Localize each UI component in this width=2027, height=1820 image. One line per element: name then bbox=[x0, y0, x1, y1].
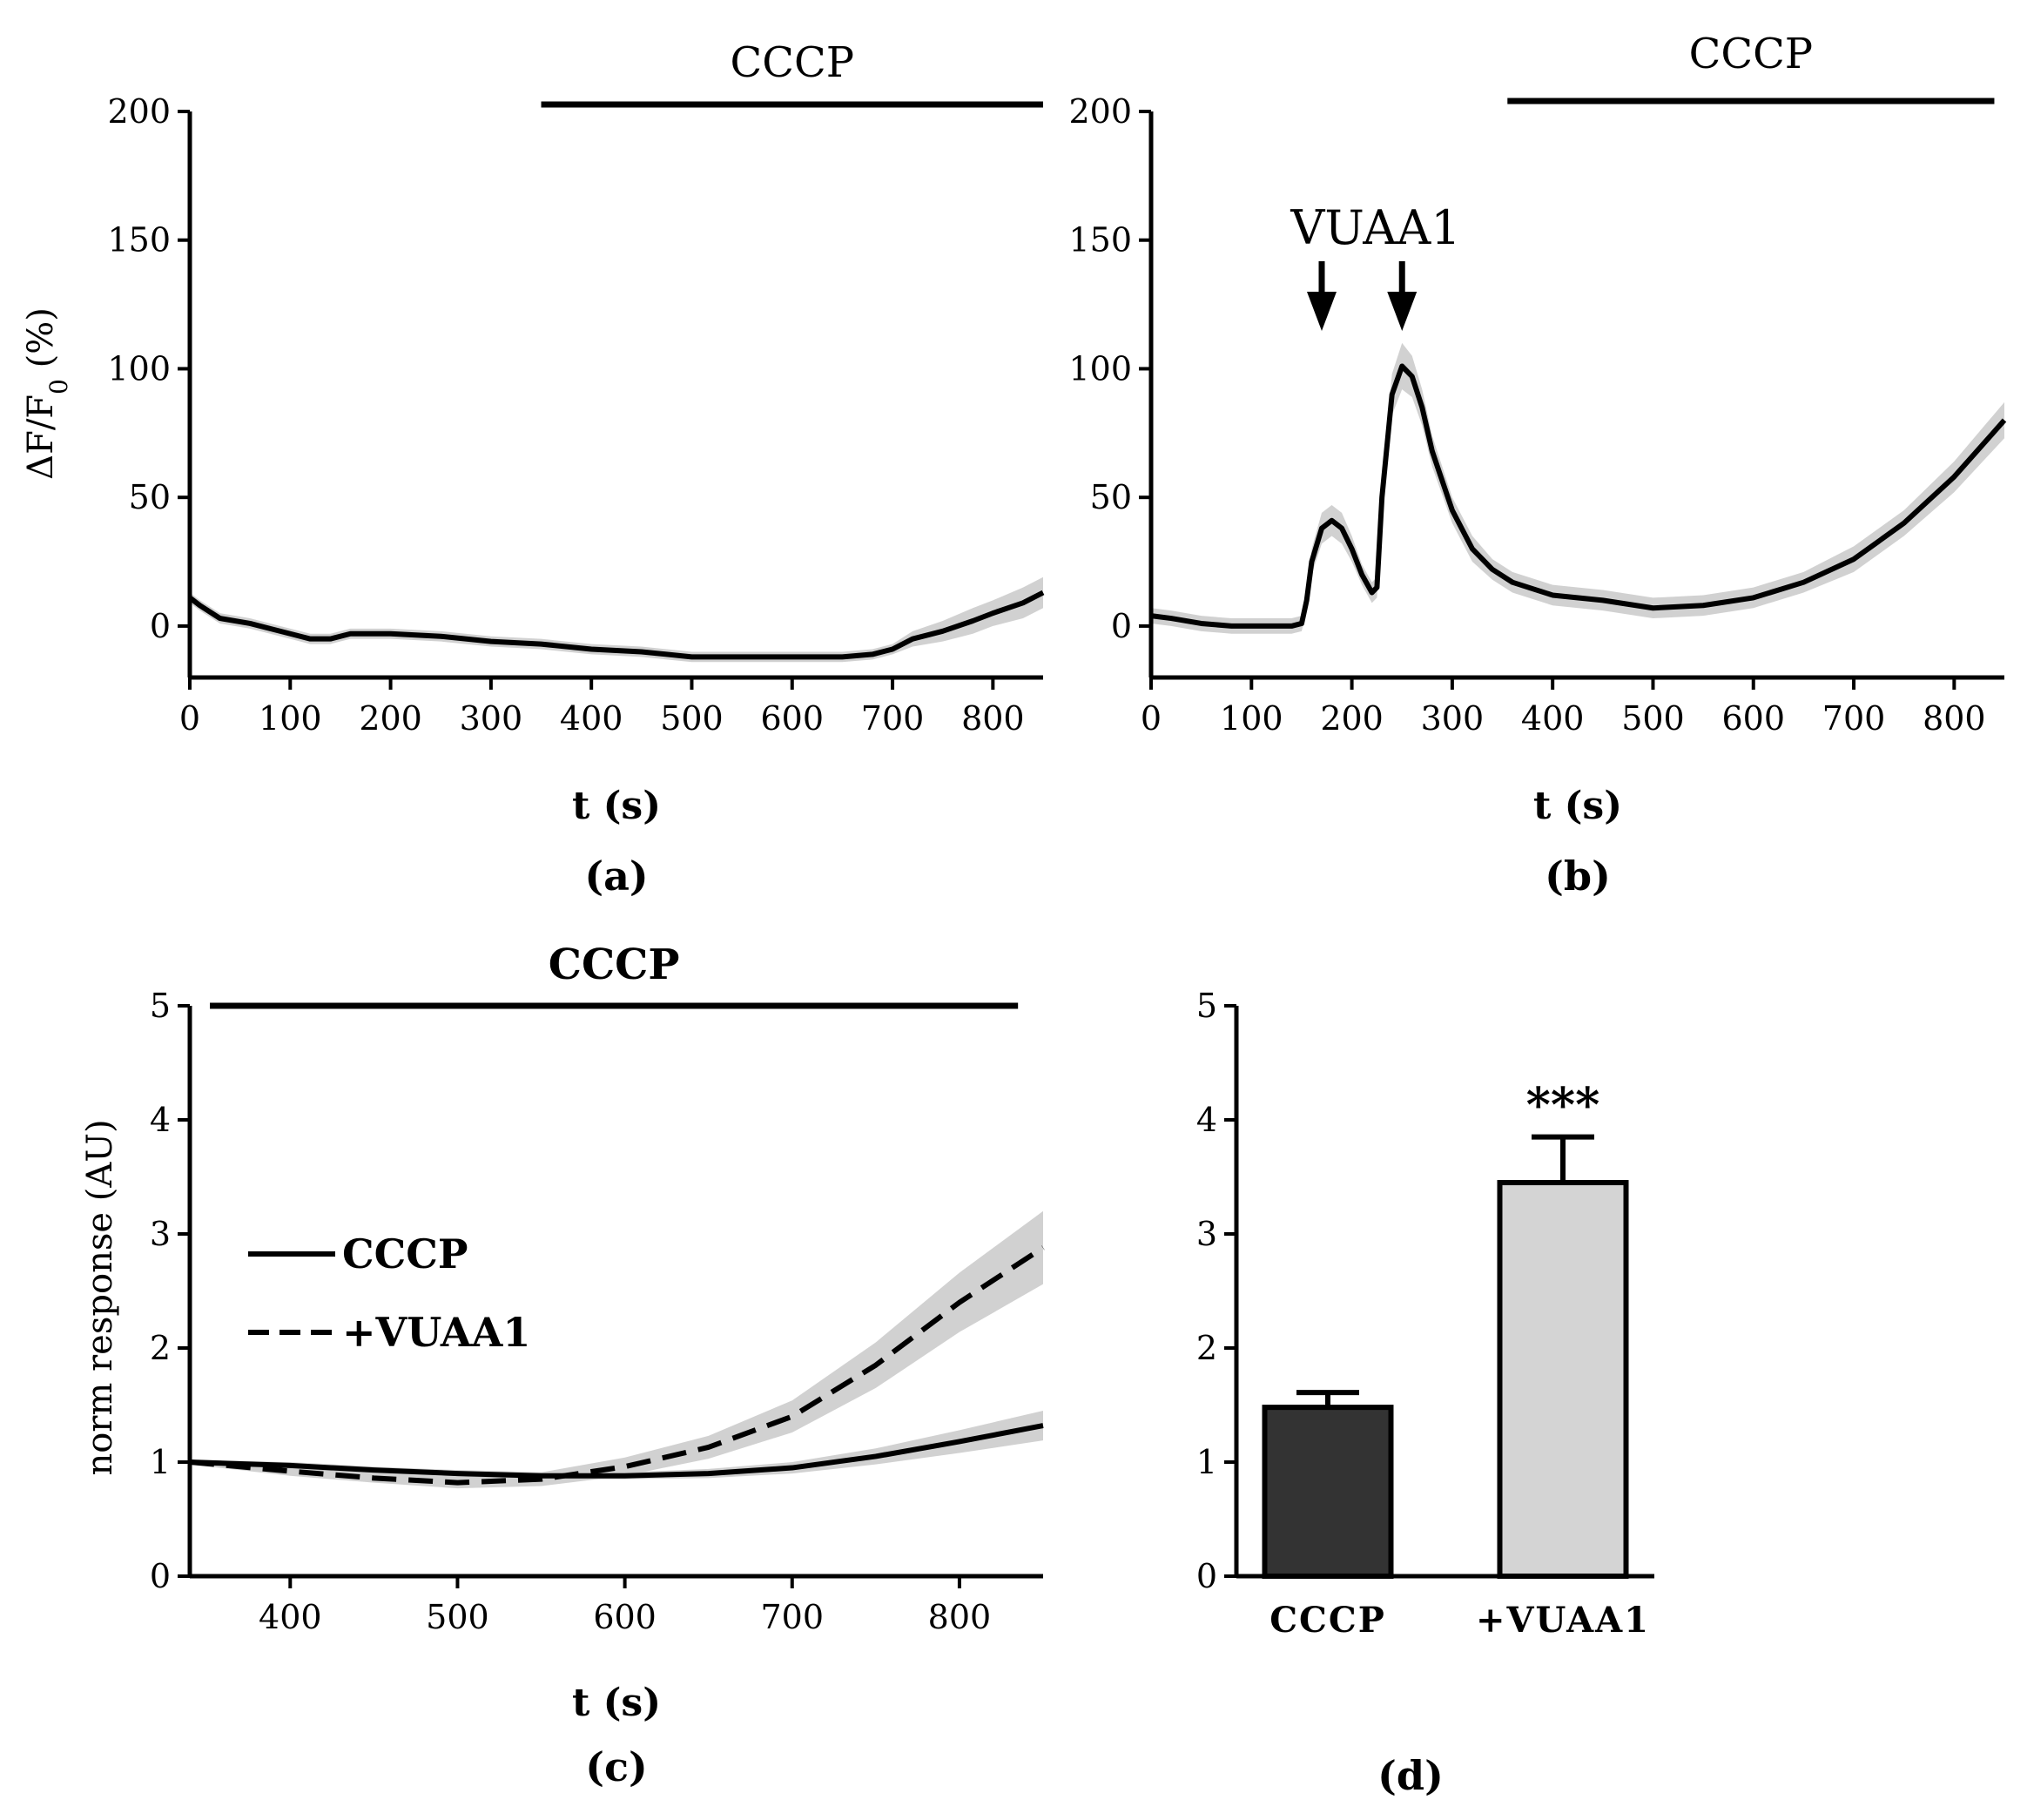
x-tick-label: 800 bbox=[961, 699, 1025, 738]
panel-a: 0 100 200 300 400 500 600 700 800 0 50 100 150 200 C… bbox=[21, 38, 1045, 900]
panel-c-x-ticks: 400 500 600 700 800 bbox=[259, 1576, 991, 1636]
y-tick-label: 1 bbox=[1196, 1443, 1217, 1481]
panel-d-significance: *** bbox=[1526, 1077, 1600, 1133]
y-tick-label: 3 bbox=[150, 1215, 171, 1253]
vuaa1-arrow-head bbox=[1307, 292, 1337, 331]
y-tick-label: 50 bbox=[1090, 478, 1132, 516]
y-tick-label: 150 bbox=[1068, 221, 1132, 260]
panel-c-legend: CCCP +VUAA1 bbox=[248, 1230, 530, 1356]
y-tick-label: 50 bbox=[129, 478, 171, 516]
bar-0 bbox=[1262, 1405, 1394, 1579]
panel-b-cccp-label: CCCP bbox=[1689, 30, 1813, 78]
panel-c-y-ticks: 0 1 2 3 4 5 bbox=[150, 987, 190, 1595]
y-tick-label: 0 bbox=[1111, 607, 1132, 645]
panel-b-error-bands bbox=[1151, 342, 2004, 634]
x-tick-label: 700 bbox=[861, 699, 925, 738]
panel-c-cccp-label: CCCP bbox=[549, 940, 680, 989]
panel-b-x-title: t (s) bbox=[1533, 784, 1622, 828]
y-tick-label: 150 bbox=[107, 221, 171, 260]
panel-b-x-ticks: 0 100 200 300 400 500 600 700 800 bbox=[1141, 677, 1986, 738]
panel-a-series-0 bbox=[188, 590, 1045, 660]
panel-b-lines bbox=[1150, 363, 2007, 629]
panel-d-category-vuaa1: +VUAA1 bbox=[1476, 1600, 1650, 1641]
panel-a-lines bbox=[188, 590, 1045, 660]
panel-d-category-cccp: CCCP bbox=[1269, 1600, 1386, 1641]
panel-a-x-title: t (s) bbox=[572, 784, 661, 828]
y-tick-label: 100 bbox=[1068, 349, 1132, 388]
vuaa1-arrow-head bbox=[1387, 292, 1418, 331]
panel-c-band-1 bbox=[190, 1210, 1043, 1489]
panel-a-x-ticks: 0 100 200 300 400 500 600 700 800 bbox=[179, 677, 1025, 738]
x-tick-label: 700 bbox=[1822, 699, 1886, 738]
y-tick-label: 0 bbox=[150, 1557, 171, 1595]
y-tick-label: 1 bbox=[150, 1443, 171, 1481]
x-tick-label: 300 bbox=[1421, 699, 1485, 738]
x-tick-label: 500 bbox=[1621, 699, 1685, 738]
panel-b-series-0 bbox=[1150, 363, 2007, 629]
x-tick-label: 200 bbox=[359, 699, 422, 738]
panel-a-y-title: ΔF/F0 (%) bbox=[21, 307, 73, 480]
panel-c-label: (c) bbox=[585, 1743, 648, 1790]
panel-b-band-0 bbox=[1151, 342, 2004, 634]
y-tick-label: 200 bbox=[1068, 92, 1132, 131]
y-tick-label: 2 bbox=[1196, 1329, 1217, 1367]
y-tick-label: 5 bbox=[150, 987, 171, 1025]
panel-a-cccp-label: CCCP bbox=[731, 38, 854, 87]
y-tick-label: 2 bbox=[150, 1329, 171, 1367]
x-tick-label: 100 bbox=[259, 699, 322, 738]
x-tick-label: 400 bbox=[1521, 699, 1585, 738]
x-tick-label: 100 bbox=[1220, 699, 1283, 738]
y-tick-label: 4 bbox=[1196, 1101, 1217, 1139]
panel-d-y-ticks: 0 1 2 3 4 5 bbox=[1196, 987, 1236, 1595]
x-tick-label: 500 bbox=[660, 699, 724, 738]
x-tick-label: 600 bbox=[593, 1598, 657, 1636]
legend-cccp-label: CCCP bbox=[342, 1230, 468, 1277]
panel-d-label: (d) bbox=[1377, 1752, 1444, 1799]
panel-b-label: (b) bbox=[1545, 853, 1611, 900]
x-tick-label: 800 bbox=[1923, 699, 1986, 738]
panel-b-vuaa1-label: VUAA1 bbox=[1290, 200, 1460, 255]
panel-a-y-ticks: 0 50 100 150 200 bbox=[107, 92, 190, 645]
panel-d-bars bbox=[1262, 1134, 1629, 1580]
panel-c-series-0 bbox=[189, 1423, 1044, 1479]
legend-vuaa1-label: +VUAA1 bbox=[342, 1309, 530, 1356]
y-tick-label: 100 bbox=[107, 349, 171, 388]
panel-c-lines bbox=[189, 1245, 1045, 1486]
x-tick-label: 300 bbox=[460, 699, 523, 738]
y-tick-label: 3 bbox=[1196, 1215, 1217, 1253]
x-tick-label: 0 bbox=[179, 699, 200, 738]
x-tick-label: 800 bbox=[928, 1598, 992, 1636]
panel-c-y-title: norm response (AU) bbox=[80, 1119, 120, 1475]
x-tick-label: 0 bbox=[1141, 699, 1162, 738]
x-tick-label: 500 bbox=[426, 1598, 489, 1636]
panel-b-y-ticks: 0 50 100 150 200 bbox=[1068, 92, 1151, 645]
panel-b-vuaa1-arrows bbox=[1307, 261, 1418, 331]
bar-1 bbox=[1497, 1180, 1629, 1580]
panel-a-label: (a) bbox=[584, 853, 648, 900]
panel-b: 0 100 200 300 400 500 600 700 800 0 50 100 150 200 C… bbox=[1068, 30, 2007, 900]
y-tick-label: 0 bbox=[1196, 1557, 1217, 1595]
y-tick-label: 200 bbox=[107, 92, 171, 131]
x-tick-label: 600 bbox=[760, 699, 824, 738]
x-tick-label: 200 bbox=[1320, 699, 1384, 738]
y-tick-label: 0 bbox=[150, 607, 171, 645]
x-tick-label: 700 bbox=[760, 1598, 824, 1636]
y-tick-label: 4 bbox=[150, 1101, 171, 1139]
x-tick-label: 400 bbox=[259, 1598, 322, 1636]
panel-c-x-title: t (s) bbox=[572, 1681, 661, 1725]
panel-c-series-1 bbox=[189, 1245, 1045, 1486]
panel-d: 0 1 2 3 4 5 CCCP +VUAA1 *** (d) bbox=[1196, 987, 1654, 1799]
y-tick-label: 5 bbox=[1196, 987, 1217, 1025]
x-tick-label: 400 bbox=[560, 699, 623, 738]
x-tick-label: 600 bbox=[1721, 699, 1785, 738]
